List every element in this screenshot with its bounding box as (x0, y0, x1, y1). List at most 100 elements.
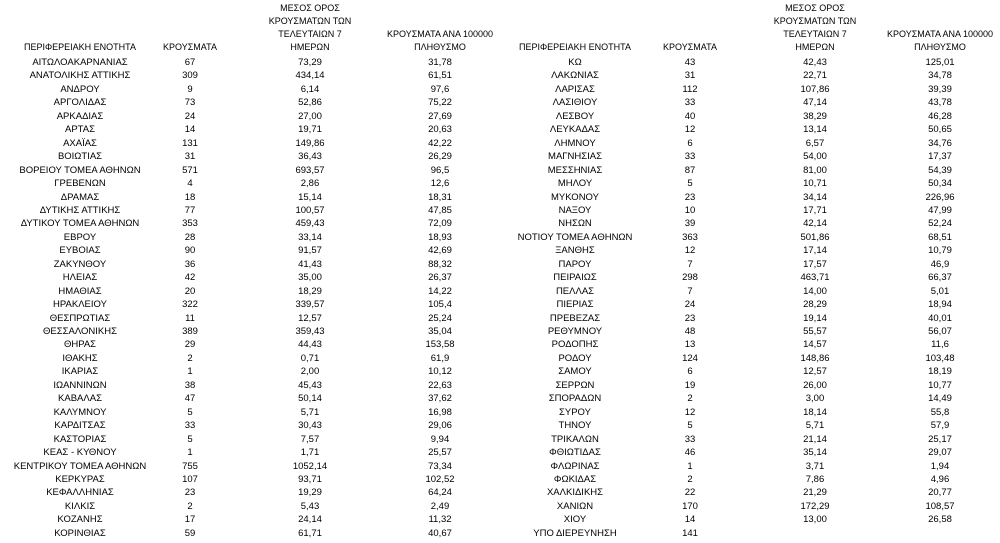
region-name: ΛΗΜΝΟΥ (554, 137, 596, 149)
cases-per-100k: 226,96 (925, 191, 955, 203)
weekly-average: 17,14 (803, 245, 827, 257)
cases: 20 (184, 285, 196, 297)
cases: 309 (182, 70, 198, 82)
weekly-average: 5,71 (805, 420, 825, 432)
cases: 2 (687, 393, 693, 405)
cases-per-100k: 50,65 (928, 124, 952, 136)
weekly-average: 91,57 (298, 245, 322, 257)
cases-per-100k: 42,69 (428, 245, 452, 257)
cases: 4 (187, 178, 193, 190)
cases: 363 (682, 231, 698, 243)
weekly-average: 36,43 (298, 151, 322, 163)
weekly-average: 30,43 (298, 420, 322, 432)
cases-per-100k: 10,12 (428, 366, 452, 378)
cases-per-100k: 50,34 (928, 178, 952, 190)
region-name: ΑΡΤΑΣ (65, 124, 95, 136)
cases-per-100k: 20,63 (428, 124, 452, 136)
cases-per-100k: 4,96 (930, 473, 950, 485)
weekly-average: 93,71 (298, 473, 322, 485)
region-name: ΛΕΣΒΟΥ (555, 110, 595, 122)
cases: 33 (684, 97, 696, 109)
cases-per-100k: 34,76 (928, 137, 952, 149)
region-name: ΚΟΖΑΝΗΣ (57, 514, 103, 526)
weekly-average: 359,43 (295, 326, 325, 337)
cases-per-100k: 18,19 (928, 366, 952, 378)
region-name: ΚΕΑΣ - ΚΥΘΝΟΥ (43, 447, 117, 459)
cases-per-100k: 43,78 (928, 97, 952, 109)
region-name: ΝΗΣΩΝ (558, 218, 592, 230)
region-name: ΤΡΙΚΑΛΩΝ (551, 433, 599, 445)
region-name: ΗΛΕΙΑΣ (62, 272, 98, 284)
cases: 5 (187, 433, 193, 445)
cases: 5 (187, 406, 193, 418)
region-name: ΑΙΤΩΛΟΑΚΑΡΝΑΝΙΑΣ (32, 57, 128, 68)
cases: 9 (187, 83, 193, 95)
cases: 13 (684, 339, 696, 351)
weekly-average: 21,29 (803, 487, 827, 499)
cases: 18 (184, 191, 196, 203)
cases-per-100k: 25,17 (928, 433, 952, 445)
cases: 23 (684, 191, 696, 203)
weekly-average: 19,71 (298, 124, 322, 136)
cases: 39 (684, 218, 696, 230)
cases: 87 (684, 164, 696, 176)
cases: 131 (182, 137, 198, 149)
cases: 2 (687, 473, 693, 485)
cases: 7 (687, 285, 693, 297)
cases: 17 (184, 514, 196, 526)
cases: 33 (184, 420, 196, 432)
cases-per-100k: 35,04 (428, 326, 452, 337)
cases-per-100k: 18,94 (928, 299, 952, 311)
cases: 389 (182, 326, 198, 337)
weekly-average: 6,57 (805, 137, 825, 149)
weekly-average: 10,71 (803, 178, 827, 190)
cases-per-100k: 11,6 (931, 339, 949, 351)
weekly-average: 3,00 (805, 393, 825, 405)
column-header: ΚΡΟΥΣΜΑΤΑ ΑΝΑ 100000 ΠΛΗΘΥΣΜΟ (387, 29, 493, 52)
weekly-average: 55,57 (803, 326, 827, 337)
cases: 73 (184, 97, 196, 109)
cases: 28 (184, 231, 196, 243)
region-name: ΜΕΣΣΗΝΙΑΣ (547, 164, 603, 176)
cases-per-100k: 153,58 (425, 339, 455, 351)
region-name: ΧΙΟΥ (563, 514, 587, 526)
cases: 107 (182, 473, 198, 485)
region-name: ΣΠΟΡΑΔΩΝ (548, 393, 602, 405)
cases-per-100k: 16,98 (428, 406, 452, 418)
region-name: ΚΕΦΑΛΛΗΝΙΑΣ (46, 487, 114, 499)
cases-per-100k: 18,93 (428, 231, 452, 243)
cases-per-100k: 9,94 (430, 433, 450, 445)
cases-per-100k: 14,49 (928, 393, 952, 405)
region-name: ΕΒΡΟΥ (63, 231, 97, 243)
region-name: ΒΟΡΕΙΟΥ ΤΟΜΕΑ ΑΘΗΝΩΝ (19, 164, 141, 176)
cases: 112 (682, 83, 698, 95)
weekly-average: 15,14 (298, 191, 322, 203)
weekly-average: 41,43 (298, 258, 322, 270)
region-name: ΑΝΑΤΟΛΙΚΗΣ ΑΤΤΙΚΗΣ (29, 70, 131, 82)
cases-per-100k: 54,39 (928, 164, 952, 176)
cases: 298 (682, 272, 698, 284)
column-header: ΠΕΡΙΦΕΡΕΙΑΚΗ ΕΝΟΤΗΤΑ (518, 42, 632, 52)
region-name: ΡΟΔΟΠΗΣ (551, 339, 599, 351)
weekly-average: 42,14 (803, 218, 827, 230)
region-name: ΗΜΑΘΙΑΣ (58, 285, 102, 297)
cases-per-100k: 26,37 (428, 272, 452, 284)
cases: 47 (184, 393, 196, 405)
weekly-average: 172,29 (800, 500, 830, 512)
weekly-average: 34,14 (803, 191, 827, 203)
cases-per-100k: 72,09 (428, 218, 452, 230)
region-name: ΚΩ (568, 57, 582, 68)
region-name: ΛΑΡΙΣΑΣ (555, 83, 595, 95)
cases: 23 (684, 312, 696, 324)
column-header: ΚΡΟΥΣΜΑΤΑ ΑΝΑ 100000 ΠΛΗΘΥΣΜΟ (887, 29, 993, 52)
weekly-average: 45,43 (298, 379, 322, 391)
cases-per-100k: 55,8 (930, 406, 950, 418)
region-name: ΚΑΡΔΙΤΣΑΣ (54, 420, 106, 432)
cases-per-100k: 34,78 (928, 70, 952, 82)
weekly-average: 12,57 (298, 312, 322, 324)
weekly-average: 33,14 (298, 231, 322, 243)
cases: 353 (182, 218, 198, 230)
weekly-average: 26,00 (803, 379, 827, 391)
cases-per-100k: 97,6 (430, 83, 450, 95)
region-name: ΝΟΤΙΟΥ ΤΟΜΕΑ ΑΘΗΝΩΝ (517, 231, 633, 243)
